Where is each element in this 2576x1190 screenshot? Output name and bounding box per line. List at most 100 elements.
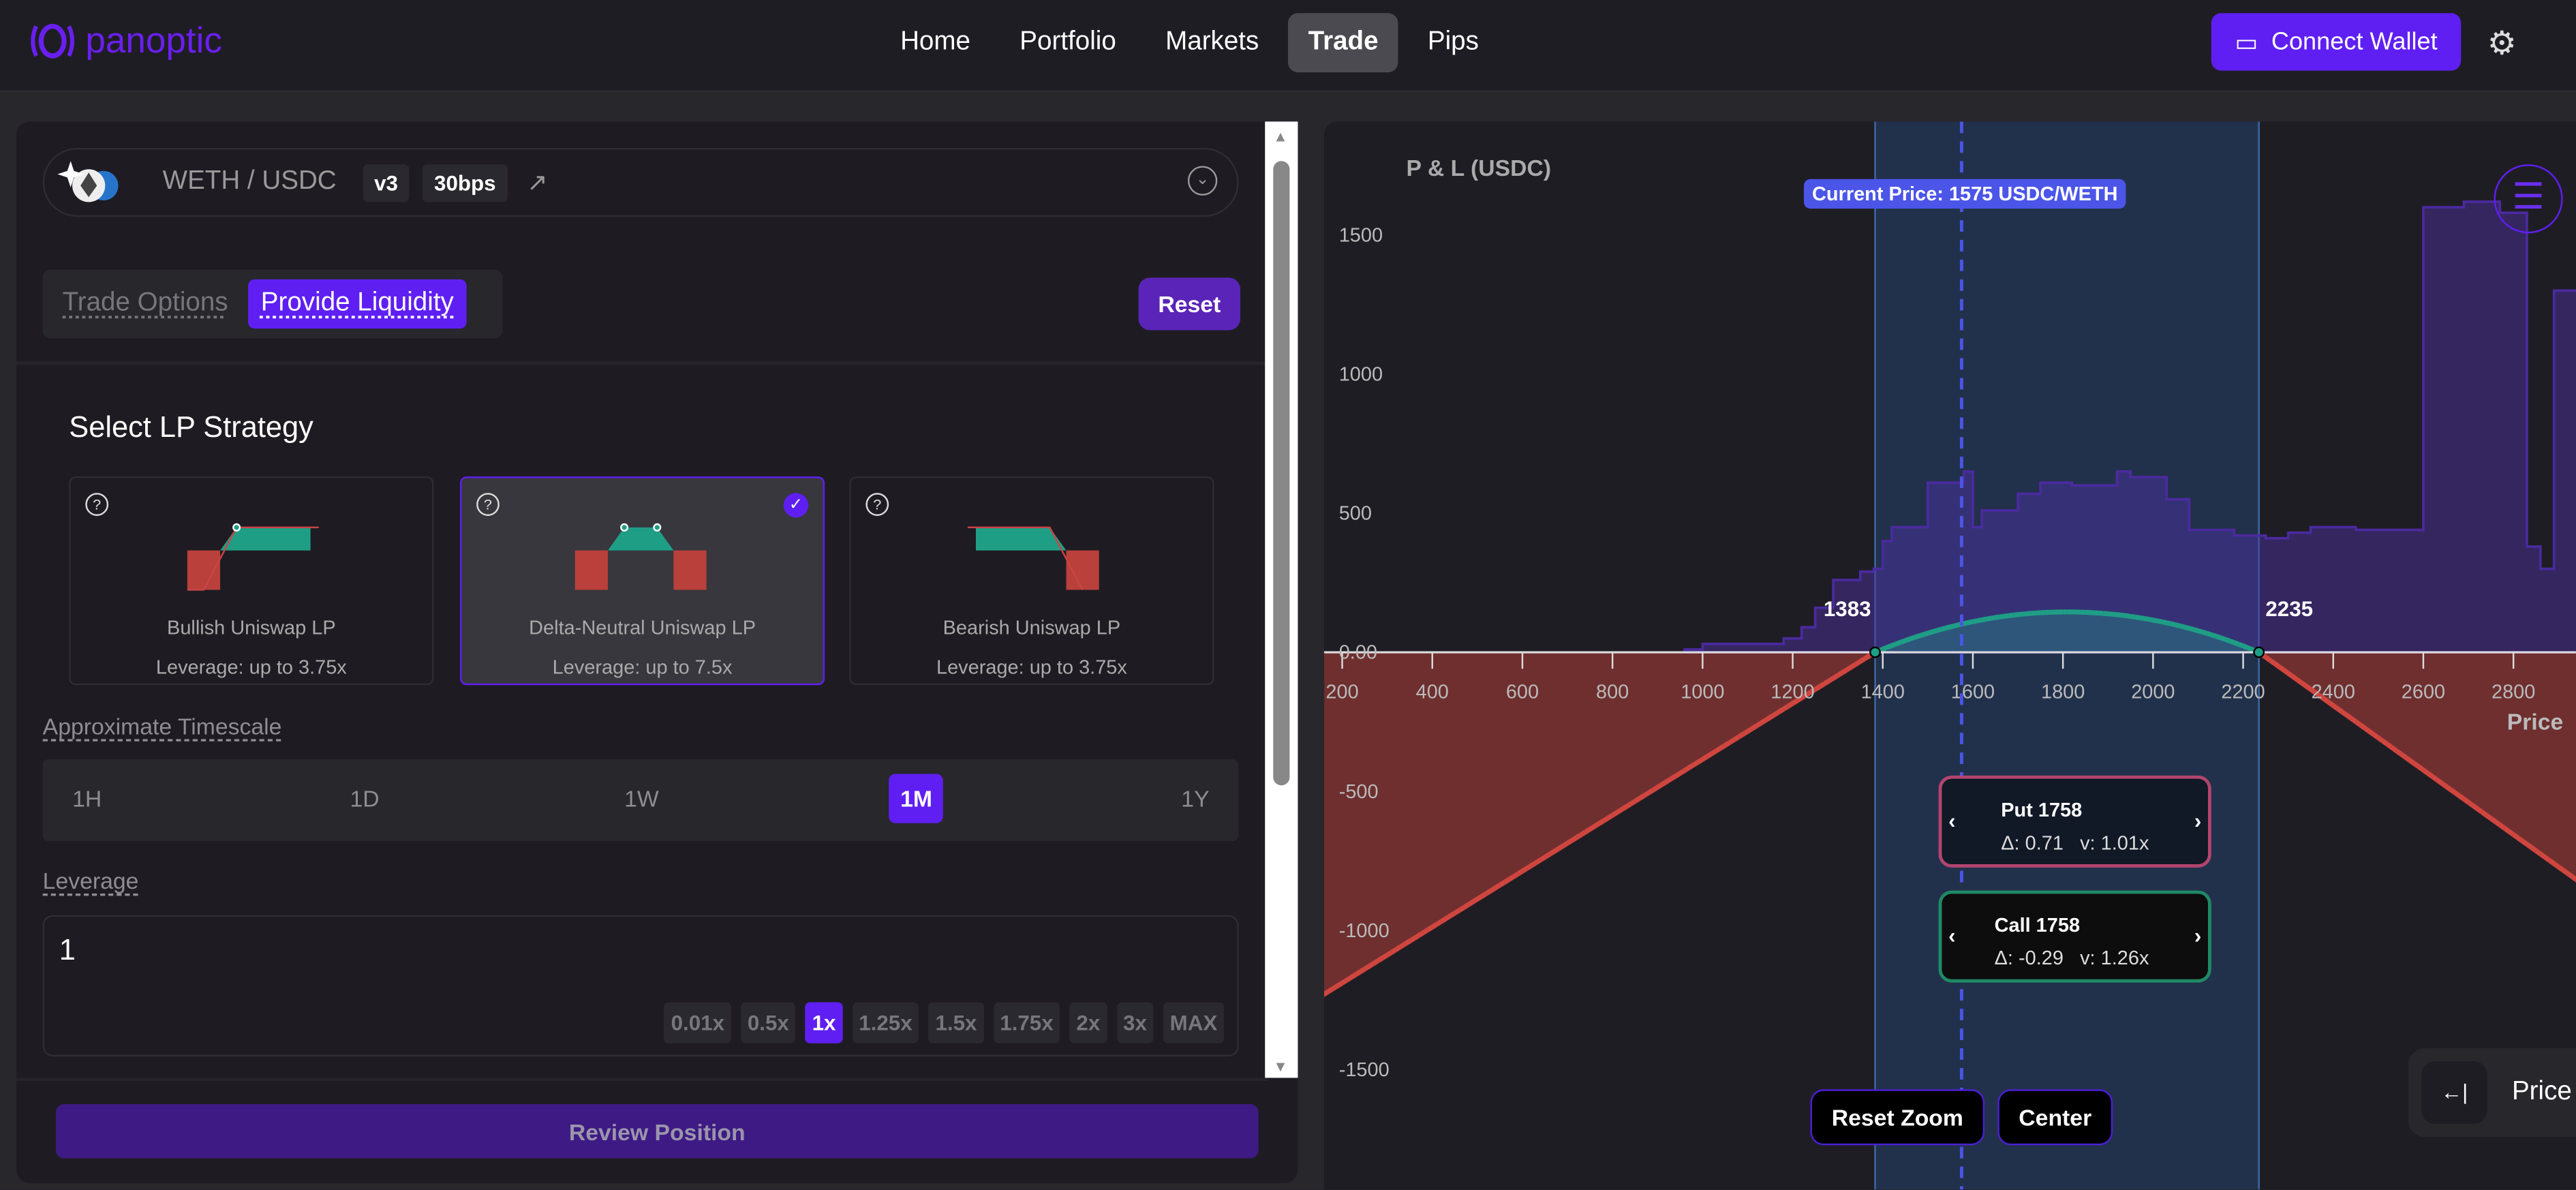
help-icon[interactable]: ?: [85, 493, 109, 516]
scroll-down-icon[interactable]: ▼: [1273, 1058, 1288, 1075]
pnl-line-segment: [2381, 739, 2389, 746]
leverage-chip[interactable]: 0.5x: [741, 1002, 796, 1043]
nav-portfolio[interactable]: Portfolio: [1019, 27, 1116, 56]
leverage-chip[interactable]: MAX: [1163, 1002, 1224, 1043]
nav-home[interactable]: Home: [900, 27, 970, 56]
tab-provide-liquidity[interactable]: Provide Liquidity: [247, 279, 467, 329]
pair-selector[interactable]: WETH / USDC v3 30bps ↗ ⌄: [42, 147, 1239, 217]
leverage-label: Leverage: [42, 867, 139, 894]
pnl-line-segment: [1489, 885, 1497, 893]
pnl-line-segment: [1791, 698, 1799, 706]
pnl-line-segment: [2282, 668, 2290, 675]
pnl-line-segment: [1422, 928, 1430, 935]
leverage-chip[interactable]: 1.5x: [928, 1002, 984, 1043]
help-icon[interactable]: ?: [865, 493, 889, 516]
chevron-left-icon[interactable]: ‹: [1948, 923, 1956, 948]
pnl-line-segment: [1615, 807, 1623, 815]
pnl-line-segment: [1764, 715, 1772, 722]
pnl-chart[interactable]: 200 400 600 800 1000 1200 1400 1600 1800 2000 2200…: [1324, 121, 2576, 1190]
pnl-line-segment: [2345, 713, 2353, 721]
y-tick-label: 1000: [1339, 364, 1383, 386]
scroll-up-icon[interactable]: ▲: [1273, 128, 1288, 145]
fee-badge: 30bps: [423, 163, 508, 202]
nav-pips[interactable]: Pips: [1427, 27, 1479, 56]
menu-icon[interactable]: ☰: [2494, 164, 2563, 234]
reset-button[interactable]: Reset: [1138, 277, 1241, 331]
leverage-chip[interactable]: 1.75x: [993, 1002, 1060, 1043]
pnl-line-segment: [1999, 613, 2005, 620]
review-position-button[interactable]: Review Position: [55, 1103, 1259, 1159]
pnl-line-segment: [1954, 622, 1960, 628]
chevron-right-icon[interactable]: ›: [2194, 808, 2202, 834]
chevron-left-icon[interactable]: ‹: [1948, 808, 1956, 834]
pnl-line-segment: [2571, 874, 2576, 882]
timescale-1w[interactable]: 1W: [624, 785, 659, 812]
pnl-line-segment: [2376, 735, 2385, 744]
pnl-line-segment: [1413, 933, 1420, 941]
pnl-line-segment: [1485, 888, 1492, 896]
nav-markets[interactable]: Markets: [1165, 27, 1259, 56]
scrollbar[interactable]: ▲ ▼: [1265, 121, 1298, 1078]
pnl-line-segment: [2561, 868, 2569, 876]
chevron-down-icon[interactable]: ⌄: [1187, 166, 1218, 196]
help-icon[interactable]: ?: [476, 493, 500, 516]
strategy-card-delta-neutral[interactable]: ? ✓ Delta-Neutral Uniswap LP Leverage: u…: [459, 476, 825, 686]
pnl-line-segment: [1399, 941, 1407, 949]
pnl-line-segment: [2130, 613, 2136, 620]
card-name: Bearish Uniswap LP: [942, 616, 1121, 639]
strategy-card-bullish[interactable]: ? Bullish Uniswap LP Leverage: up to 3.7…: [69, 476, 434, 686]
pnl-line-segment: [1913, 633, 1920, 640]
pnl-line-segment: [2237, 641, 2244, 649]
pnl-line-segment: [1390, 947, 1398, 955]
gear-icon[interactable]: ⚙: [2487, 26, 2517, 63]
pnl-chart-panel: 200 400 600 800 1000 1200 1400 1600 1800 2000 2200…: [1324, 121, 2576, 1190]
center-button[interactable]: Center: [1997, 1089, 2113, 1146]
leverage-chip[interactable]: 0.01x: [664, 1002, 731, 1043]
external-link-icon[interactable]: ↗: [527, 169, 548, 198]
nav-trade[interactable]: Trade: [1288, 13, 1398, 73]
strategy-card-bearish[interactable]: ? Bearish Uniswap LP Leverage: up to 3.7…: [849, 476, 1214, 686]
timescale-1y[interactable]: 1Y: [1181, 785, 1210, 812]
pnl-line-segment: [1544, 852, 1551, 859]
pnl-line-segment: [2457, 793, 2466, 802]
pnl-line-segment: [1444, 913, 1452, 921]
pnl-line-segment: [1882, 645, 1888, 652]
pnl-line-segment: [1850, 662, 1858, 669]
timescale-1m[interactable]: 1M: [889, 774, 944, 823]
wallet-icon: ▭: [2235, 29, 2258, 57]
x-tick-label: 1400: [1861, 682, 1905, 703]
leverage-chip[interactable]: 3x: [1116, 1002, 1154, 1043]
pnl-line-segment: [2512, 832, 2519, 840]
chevron-right-icon[interactable]: ›: [2194, 923, 2202, 948]
pnl-line-segment: [1512, 872, 1520, 879]
leverage-input[interactable]: 1 0.01x 0.5x 1x 1.25x 1.5x 1.75x 2x 3x M…: [42, 915, 1239, 1057]
logo[interactable]: panoptic: [29, 20, 222, 63]
connect-wallet-button[interactable]: ▭ Connect Wallet: [2211, 13, 2462, 71]
leverage-value[interactable]: 1: [59, 933, 76, 966]
y-tick-label: 1500: [1339, 224, 1383, 246]
tooltip-title: Call 1758: [1994, 913, 2081, 937]
pnl-line-segment: [2183, 624, 2190, 631]
pnl-line-segment: [1503, 877, 1511, 885]
timescale-1d[interactable]: 1D: [350, 785, 380, 812]
pnl-line-segment: [2494, 819, 2502, 827]
pnl-line-segment: [2507, 829, 2515, 837]
pnl-line-segment: [2152, 617, 2158, 624]
leverage-chip[interactable]: 2x: [1069, 1002, 1107, 1043]
leverage-chip[interactable]: 1.25x: [852, 1002, 919, 1043]
pnl-line-segment: [1796, 695, 1803, 703]
pnl-line-segment: [1597, 819, 1605, 826]
pnl-line-segment: [2026, 611, 2032, 617]
scrollbar-thumb[interactable]: [1273, 161, 1290, 786]
leverage-chip[interactable]: 1x: [805, 1002, 843, 1043]
pnl-line-segment: [1561, 841, 1569, 849]
reset-zoom-button[interactable]: Reset Zoom: [1810, 1089, 1985, 1146]
loss-area: [1324, 652, 2576, 994]
pnl-line-segment: [1525, 863, 1533, 871]
pnl-line-segment: [1845, 665, 1853, 672]
pnl-line-segment: [1886, 643, 1893, 650]
tab-trade-options[interactable]: Trade Options: [62, 289, 228, 318]
price-toggle[interactable]: ←| Price: [2408, 1048, 2576, 1138]
timescale-1h[interactable]: 1H: [72, 785, 102, 812]
collapse-left-icon[interactable]: ←|: [2421, 1061, 2487, 1124]
